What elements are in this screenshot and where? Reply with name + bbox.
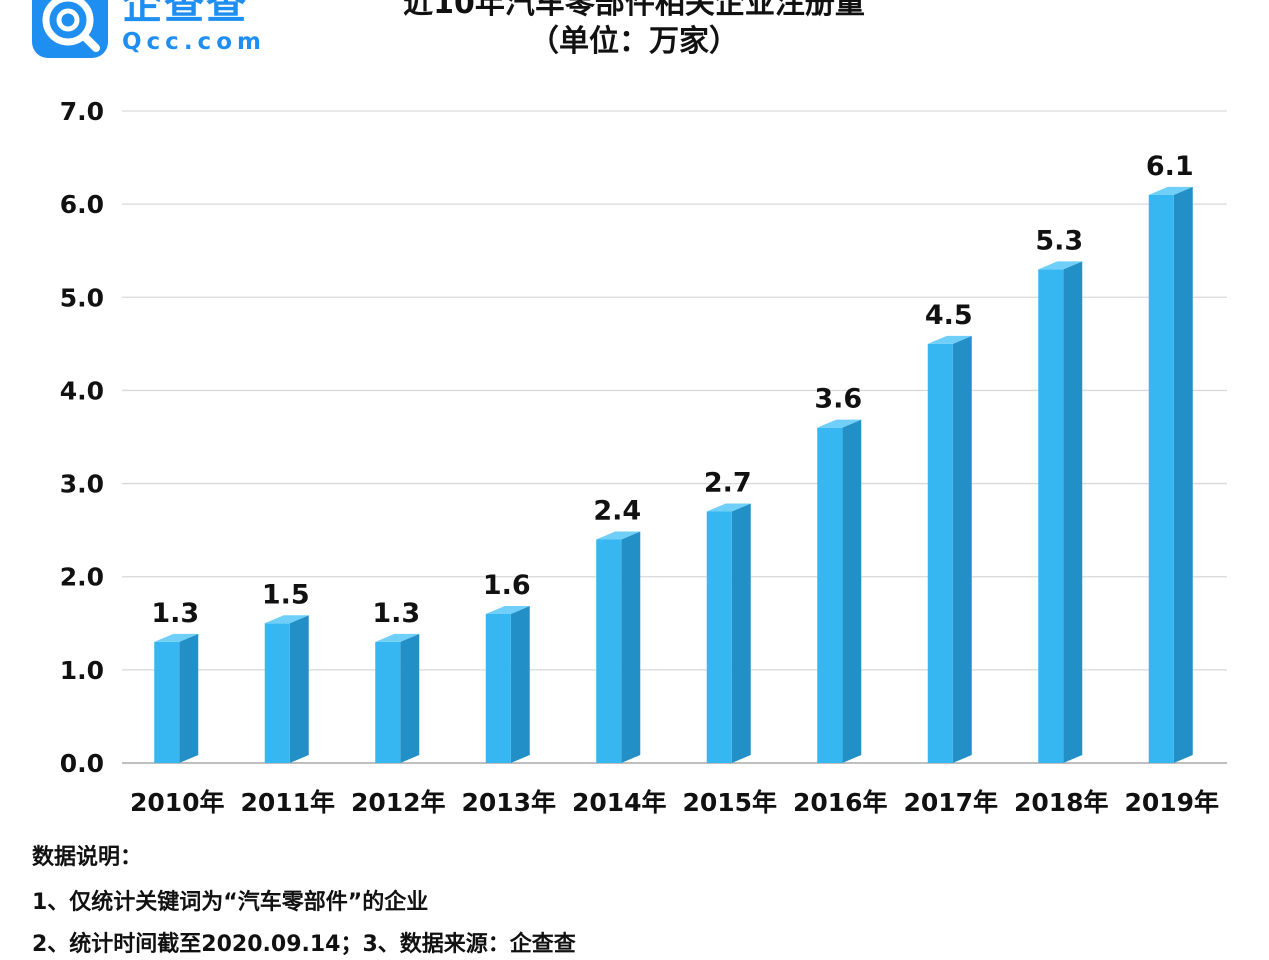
y-tick-label: 5.0 (60, 283, 104, 312)
y-tick-label: 1.0 (60, 656, 104, 685)
bar (485, 613, 511, 763)
x-tick-label: 2018年 (1014, 788, 1109, 817)
x-tick-label: 2011年 (240, 788, 335, 817)
x-tick-label: 2015年 (682, 788, 777, 817)
chart-title: 近10年汽车零部件相关企业注册量 (403, 0, 865, 21)
bar-top (1148, 186, 1193, 195)
bar-top (264, 615, 309, 624)
logo-cn-text: 企查查 (122, 0, 248, 28)
bar (596, 539, 622, 763)
x-tick-label: 2013年 (461, 788, 556, 817)
y-tick-label: 3.0 (60, 470, 104, 499)
x-tick-label: 2014年 (572, 788, 667, 817)
x-tick-label: 2019年 (1124, 788, 1219, 817)
bar-top (485, 605, 530, 614)
data-label: 3.6 (814, 384, 862, 415)
y-tick-label: 6.0 (60, 190, 104, 219)
bar-side (1063, 261, 1083, 763)
bar-side (952, 335, 972, 763)
qcc-logo-icon (32, 0, 108, 58)
y-tick-label: 2.0 (60, 563, 104, 592)
bar (154, 641, 180, 763)
bar-side (179, 633, 199, 763)
notes-line-1: 1、仅统计关键词为“汽车零部件”的企业 (32, 890, 429, 915)
bar (927, 343, 953, 763)
x-tick-label: 2017年 (903, 788, 998, 817)
bar (817, 427, 843, 763)
data-label: 1.5 (262, 579, 310, 610)
bar-top (154, 633, 199, 642)
bar-side (289, 615, 309, 763)
data-label: 2.4 (593, 495, 641, 526)
data-label: 1.3 (151, 598, 199, 629)
x-tick-label: 2010年 (130, 788, 225, 817)
logo-en-text: Qcc.com (122, 29, 266, 55)
x-tick-label: 2016年 (793, 788, 888, 817)
bar-side (842, 419, 862, 763)
y-tick-label: 7.0 (60, 97, 104, 126)
bar-top (927, 335, 972, 344)
bar-top (375, 633, 420, 642)
notes-line-2: 2、统计时间截至2020.09.14；3、数据来源：企查查 (32, 932, 576, 957)
bar (1038, 269, 1064, 763)
bar-side (731, 503, 751, 763)
bar (264, 623, 290, 763)
bar-top (596, 531, 641, 540)
bar-side (1173, 186, 1193, 764)
data-label: 6.1 (1146, 151, 1194, 182)
bar-top (706, 503, 751, 512)
x-tick-label: 2012年 (351, 788, 446, 817)
data-label: 4.5 (925, 300, 973, 331)
bar-top (817, 419, 862, 428)
y-tick-label: 0.0 (60, 749, 104, 778)
data-label: 1.6 (483, 570, 531, 601)
bar (1148, 194, 1174, 764)
data-label: 2.7 (704, 468, 752, 499)
bar (375, 641, 401, 763)
bar-side (510, 605, 530, 763)
qcc-logo: 企查查 Qcc.com (32, 0, 272, 62)
bar-side (621, 531, 641, 763)
notes-heading: 数据说明： (32, 845, 143, 870)
bar-side (400, 633, 420, 763)
bar-top (1038, 261, 1083, 270)
data-label: 5.3 (1035, 225, 1083, 256)
chart-subtitle: （单位：万家） (529, 24, 739, 59)
bar (706, 511, 732, 763)
y-tick-label: 4.0 (60, 376, 104, 405)
data-label: 1.3 (372, 598, 420, 629)
